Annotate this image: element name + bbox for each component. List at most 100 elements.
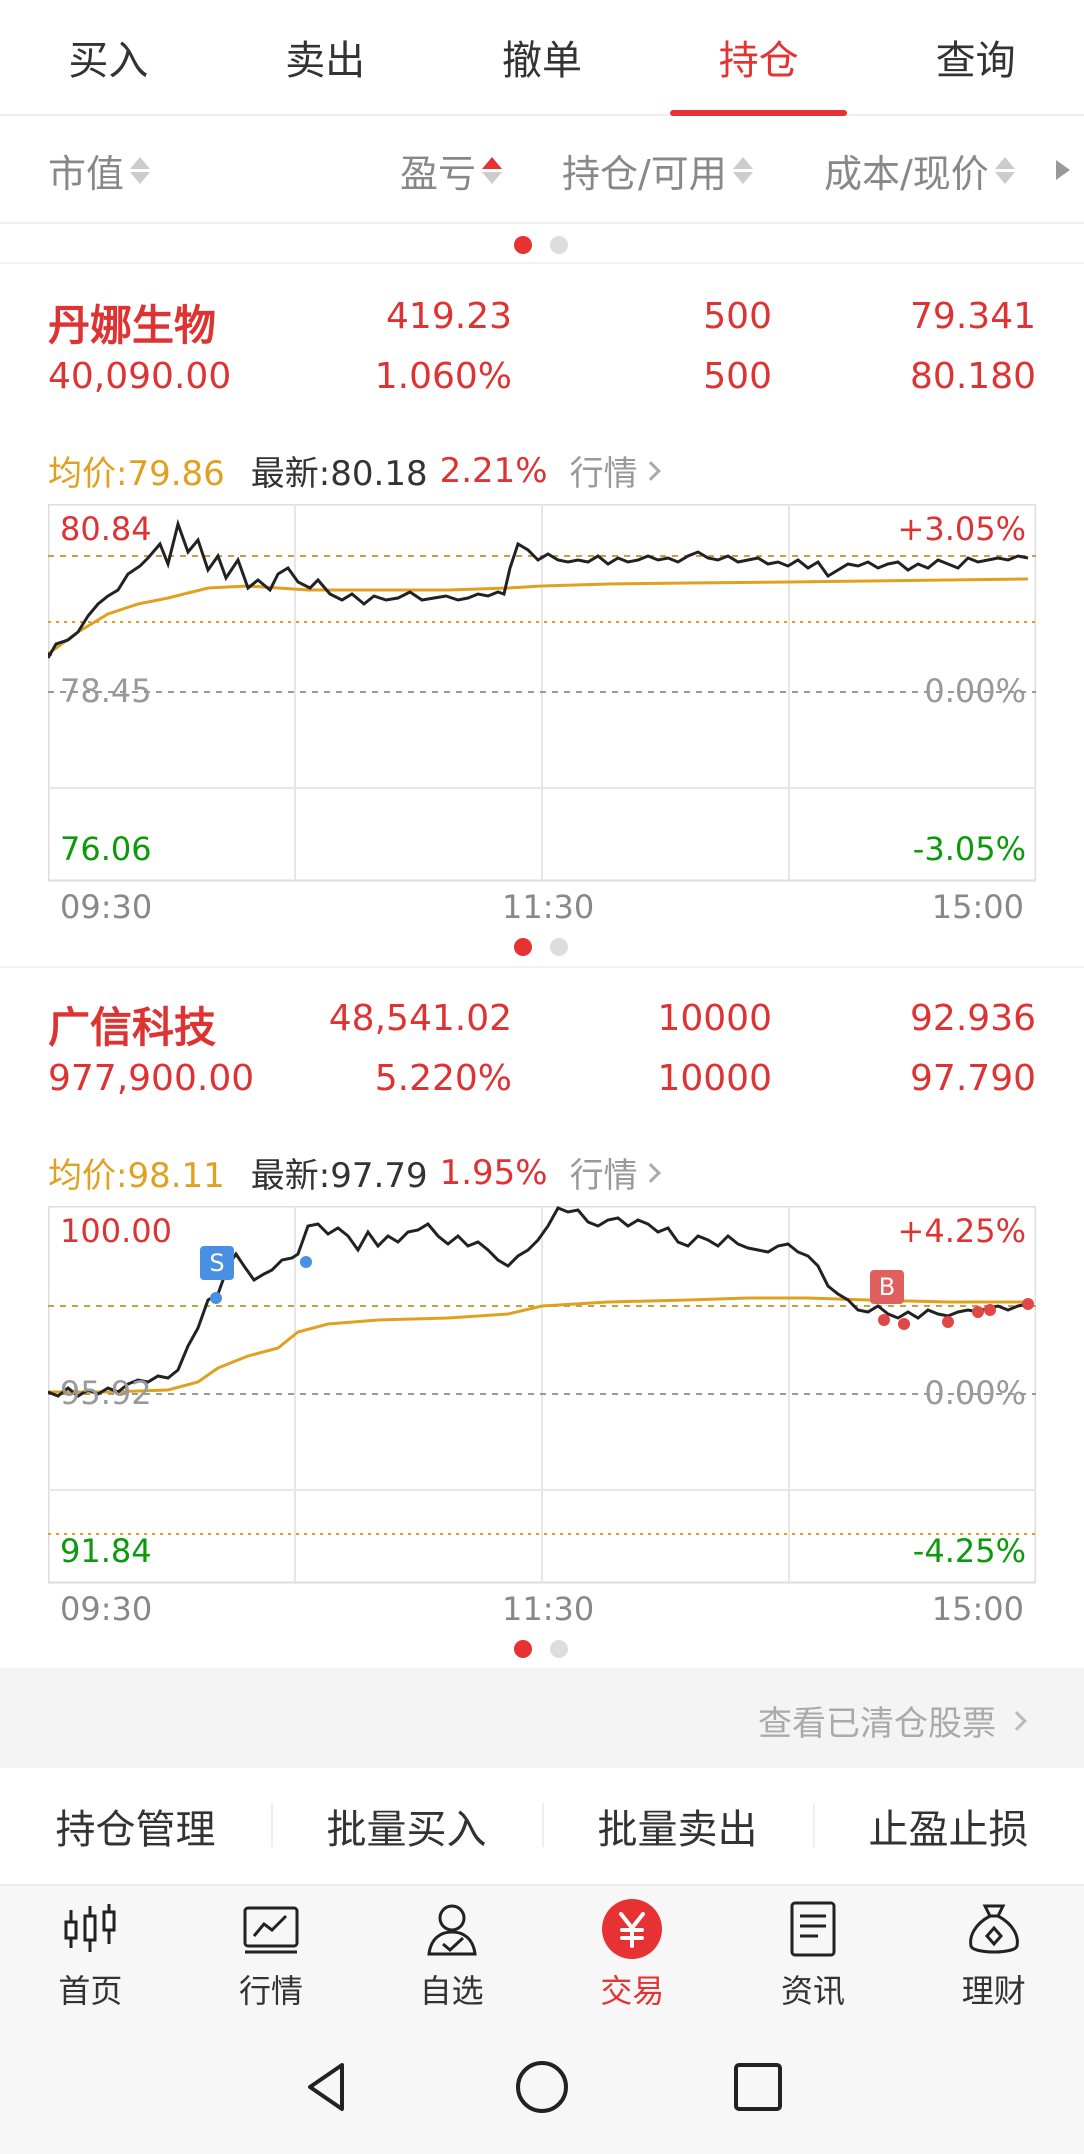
buy-point [942,1316,954,1328]
page-indicator [514,236,568,254]
price: 80.180 [910,356,1036,397]
nav-market[interactable]: 行情 [181,1886,362,2024]
quote-summary: 均价:79.86 最新:80.18 2.21% 行情 [48,446,661,495]
quote-link[interactable]: 行情 [570,446,661,495]
cleared-stocks-bar: 查看已清仓股票 [0,1668,1084,1768]
pct-high-label: +4.25% [897,1212,1026,1250]
avg-price: 均价:79.86 [48,454,225,494]
tab-sell[interactable]: 卖出 [285,38,366,84]
sort-cost-price[interactable]: 成本/现价 [824,143,1015,198]
sort-icon [130,156,151,184]
scroll-columns-right-icon[interactable] [1056,160,1070,180]
stop-profit-loss-button[interactable]: 止盈止损 [813,1797,1084,1855]
divider [0,966,1084,968]
position-management-button[interactable]: 持仓管理 [55,1807,216,1853]
position-actions: 持仓管理 批量买入 批量卖出 止盈止损 [0,1768,1084,1884]
view-cleared-stocks-link[interactable]: 查看已清仓股票 [758,1696,1027,1745]
profit-loss-pct: 1.060% [374,356,512,397]
sell-point [210,1292,222,1304]
tab-positions[interactable]: 持仓 [650,0,867,116]
y-mid-label: 95.92 [60,1374,152,1412]
nav-wealth[interactable]: 理财 [903,1886,1084,2024]
yuan-icon [601,1898,663,1960]
batch-sell-button[interactable]: 批量卖出 [542,1797,813,1855]
column-label: 持仓/可用 [562,151,727,196]
intraday-chart-2[interactable]: S B 100.00 95.92 91.84 +4.25% 0.00% -4.2… [47,1205,1037,1584]
market-value: 977,900.00 [48,1058,255,1099]
chevron-right-icon [640,1162,661,1183]
y-high-label: 80.84 [60,510,152,548]
holding: 500 [703,296,772,337]
pct-low-label: -3.05% [912,830,1026,868]
pct-low-label: -4.25% [912,1532,1026,1570]
chart-icon [240,1898,302,1960]
page-dot [550,236,568,254]
cleared-link-label: 查看已清仓股票 [758,1704,996,1744]
sort-icon [482,156,503,184]
latest-price: 最新:97.79 [250,1156,428,1196]
latest-price: 最新:80.18 [250,454,428,494]
nav-label: 交易 [600,1972,665,2010]
money-bag-icon [963,1898,1025,1960]
nav-label: 理财 [961,1972,1026,2010]
home-icon[interactable] [514,2059,570,2119]
chart-svg [47,1205,1037,1584]
sort-icon [732,156,753,184]
x-end-label: 15:00 [931,888,1024,926]
avg-price: 均价:98.11 [48,1156,225,1196]
page-dot [514,236,532,254]
buy-point [984,1304,996,1316]
profit-loss: 48,541.02 [328,998,512,1039]
page-indicator [514,1640,568,1658]
buy-point [972,1306,984,1318]
x-end-label: 15:00 [931,1590,1024,1628]
profit-loss-pct: 5.220% [374,1058,512,1099]
cost: 79.341 [910,296,1036,337]
chart-svg [46,503,1037,882]
chevron-right-icon [1007,1710,1027,1731]
back-icon[interactable] [298,2059,354,2119]
sort-market-value[interactable]: 市值 [48,143,151,198]
pct-high-label: +3.05% [897,510,1026,548]
x-mid-label: 11:30 [502,888,595,926]
sort-profit-loss[interactable]: 盈亏 [400,143,503,198]
y-low-label: 76.06 [60,830,152,868]
y-high-label: 100.00 [60,1212,172,1250]
pct-mid-label: 0.00% [924,1374,1026,1412]
page-indicator [514,938,568,956]
document-icon [782,1898,844,1960]
sell-point [300,1256,312,1268]
nav-label: 资讯 [781,1972,846,2010]
system-navigation [0,2024,1084,2154]
sort-holding-available[interactable]: 持仓/可用 [562,143,753,198]
candlestick-icon [59,1898,121,1960]
nav-label: 行情 [239,1972,304,2010]
chevron-right-icon [640,460,661,481]
page-dot [514,1640,532,1658]
divider [0,262,1084,264]
buy-marker[interactable]: B [878,1273,896,1301]
intraday-chart-1[interactable]: 80.84 78.45 76.06 +3.05% 0.00% -3.05% [46,503,1037,882]
column-label: 成本/现价 [824,151,989,196]
pct-mid-label: 0.00% [924,672,1026,710]
batch-buy-button[interactable]: 批量买入 [271,1797,542,1855]
buy-point [878,1314,890,1326]
nav-label: 自选 [419,1972,484,2010]
y-low-label: 91.84 [60,1532,152,1570]
price: 97.790 [910,1058,1036,1099]
tab-buy[interactable]: 买入 [68,38,149,84]
cost: 92.936 [910,998,1036,1039]
sell-marker[interactable]: S [209,1249,225,1277]
nav-news[interactable]: 资讯 [723,1886,904,2024]
available: 500 [703,356,772,397]
nav-trade[interactable]: 交易 [542,1886,723,2024]
tab-cancel-order[interactable]: 撤单 [501,38,582,84]
tab-query[interactable]: 查询 [935,38,1016,84]
profit-loss: 419.23 [386,296,512,337]
nav-watchlist[interactable]: 自选 [361,1886,542,2024]
bottom-navigation: 首页 行情 自选 交易 资讯 理财 [0,1884,1084,2024]
recents-icon[interactable] [730,2059,786,2119]
quote-link[interactable]: 行情 [570,1148,661,1197]
nav-home[interactable]: 首页 [0,1886,181,2024]
page-dot [514,938,532,956]
